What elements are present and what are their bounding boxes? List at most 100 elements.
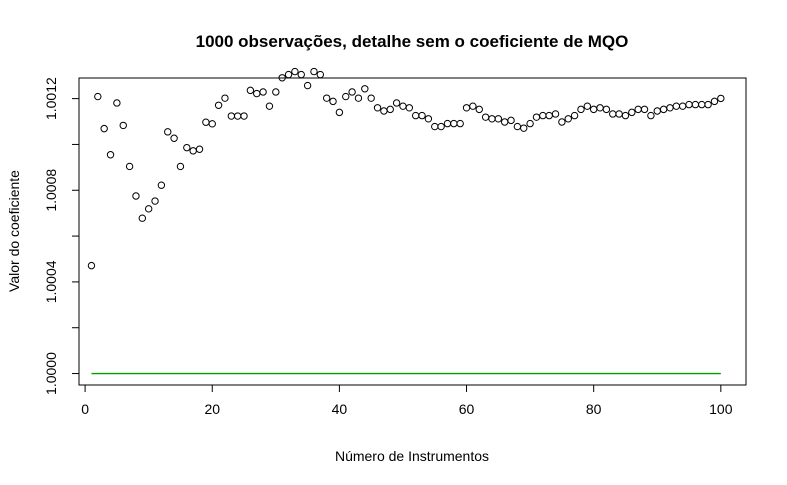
x-tick-label: 60 <box>459 401 475 417</box>
data-point <box>195 145 204 153</box>
data-point <box>170 134 178 142</box>
data-point <box>513 122 522 131</box>
chart-title: 1000 observações, detalhe sem o coeficie… <box>196 32 629 51</box>
data-point <box>227 112 236 120</box>
data-point <box>183 143 191 152</box>
data-point <box>316 70 325 79</box>
data-point <box>443 119 452 128</box>
data-point <box>647 111 655 120</box>
data-point <box>405 104 414 112</box>
data-point <box>106 151 115 159</box>
data-point <box>698 100 706 109</box>
data-point <box>399 102 407 110</box>
data-point <box>640 105 649 114</box>
data-point <box>189 147 197 155</box>
y-tick-label: 1.0008 <box>43 169 59 212</box>
data-point <box>310 67 318 76</box>
data-point <box>272 88 280 96</box>
data-point <box>507 116 515 125</box>
x-tick-label: 0 <box>81 401 89 417</box>
data-point <box>100 124 108 133</box>
y-axis-label: Valor do coeficiente <box>6 170 22 292</box>
data-point <box>297 70 305 79</box>
data-point <box>672 102 681 110</box>
data-point <box>558 118 566 126</box>
data-point <box>367 94 375 102</box>
data-point <box>202 118 210 126</box>
data-point <box>596 104 604 112</box>
data-point <box>303 81 312 90</box>
data-point <box>176 162 185 171</box>
data-point <box>335 108 344 117</box>
data-point <box>157 181 166 189</box>
data-point <box>113 99 121 107</box>
data-point <box>138 214 147 222</box>
data-point <box>329 97 337 106</box>
data-point <box>602 105 611 114</box>
data-point <box>469 102 477 110</box>
data-point <box>634 105 642 114</box>
data-point <box>659 105 668 114</box>
data-point <box>653 107 661 115</box>
data-point <box>221 94 229 102</box>
data-point <box>424 115 433 123</box>
data-point <box>361 85 369 93</box>
data-point <box>621 111 630 120</box>
data-point <box>481 113 490 121</box>
data-point <box>691 100 700 109</box>
data-point <box>437 122 445 131</box>
data-point <box>704 100 712 109</box>
y-tick-label: 1.0000 <box>43 352 59 395</box>
data-point <box>240 112 248 120</box>
data-point <box>348 88 356 96</box>
data-point <box>577 105 585 114</box>
data-point <box>418 111 426 120</box>
data-point <box>717 94 725 103</box>
x-tick-label: 40 <box>332 401 348 417</box>
x-axis: 0 20 40 60 80 100 <box>81 384 733 417</box>
data-point <box>392 99 401 107</box>
data-point <box>488 115 496 123</box>
data-point <box>462 104 471 112</box>
data-point <box>456 119 464 128</box>
data-point <box>564 115 572 123</box>
data-point <box>450 119 458 128</box>
data-point <box>278 74 286 82</box>
data-point <box>411 111 420 120</box>
data-point <box>539 111 547 120</box>
data-point <box>87 261 96 270</box>
data-point <box>494 115 503 123</box>
x-tick-label: 20 <box>204 401 220 417</box>
data-point <box>628 108 636 117</box>
data-point <box>380 107 388 115</box>
data-point <box>253 89 261 98</box>
data-point <box>431 122 439 131</box>
data-point <box>475 105 483 114</box>
data-point <box>284 70 293 79</box>
data-point <box>144 205 153 213</box>
data-point <box>520 124 528 132</box>
data-point <box>526 119 534 128</box>
data-point <box>710 97 719 106</box>
data-point <box>570 111 579 120</box>
y-axis: 1.0000 1.0004 1.0008 1.0012 <box>43 77 80 395</box>
data-point <box>354 94 363 102</box>
x-tick-label: 80 <box>586 401 602 417</box>
data-point <box>545 111 553 120</box>
data-point <box>666 104 674 112</box>
data-point <box>119 121 127 130</box>
data-point <box>291 67 299 76</box>
x-axis-label: Número de Instrumentos <box>335 448 489 464</box>
data-point <box>233 112 242 120</box>
data-point <box>259 88 267 96</box>
data-point <box>589 105 598 114</box>
data-point <box>132 192 140 200</box>
data-point <box>583 102 592 110</box>
data-point <box>609 110 617 118</box>
data-point <box>208 120 216 128</box>
data-point <box>386 105 394 114</box>
data-point <box>151 197 159 205</box>
data-point <box>615 110 623 118</box>
data-point <box>322 94 331 102</box>
x-tick-label: 100 <box>709 401 733 417</box>
